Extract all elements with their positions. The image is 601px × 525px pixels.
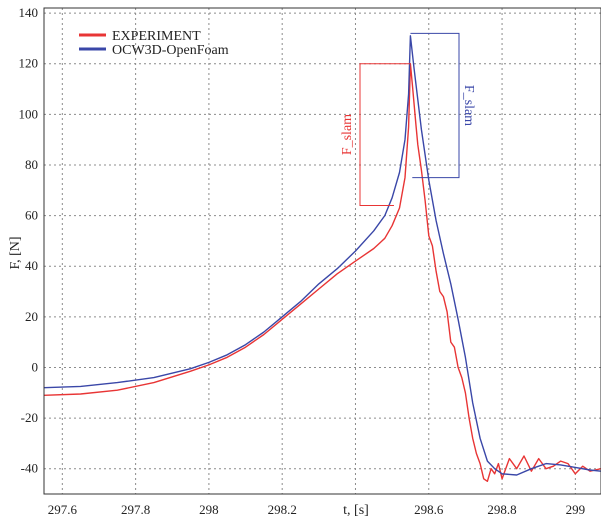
x-tick-label: 297.8 [121, 502, 150, 517]
y-axis-title: F, [N] [8, 236, 23, 269]
y-tick-label: 140 [19, 5, 39, 20]
y-tick-label: 20 [25, 309, 38, 324]
y-tick-label: -40 [21, 461, 38, 476]
y-tick-label: 40 [25, 258, 38, 273]
x-tick-label: 298.6 [414, 502, 444, 517]
x-tick-label: 299 [566, 502, 586, 517]
y-tick-label: 120 [19, 56, 39, 71]
x-tick-label: 298.8 [487, 502, 516, 517]
legend-label-2: OCW3D-OpenFoam [112, 43, 229, 58]
y-tick-label: 80 [25, 157, 38, 172]
x-tick-label: 297.6 [48, 502, 78, 517]
slam-label-openfoam: F_slam [461, 85, 476, 126]
slam-label-experiment: F_slam [340, 114, 355, 155]
y-tick-label: -20 [21, 410, 38, 425]
y-tick-label: 0 [32, 359, 39, 374]
x-tick-label: 298.2 [268, 502, 297, 517]
legend-label-1: EXPERIMENT [112, 29, 201, 44]
y-tick-label: 60 [25, 208, 38, 223]
y-tick-label: 100 [19, 106, 39, 121]
x-axis-title: t, [s] [343, 503, 369, 518]
x-tick-label: 298 [199, 502, 219, 517]
